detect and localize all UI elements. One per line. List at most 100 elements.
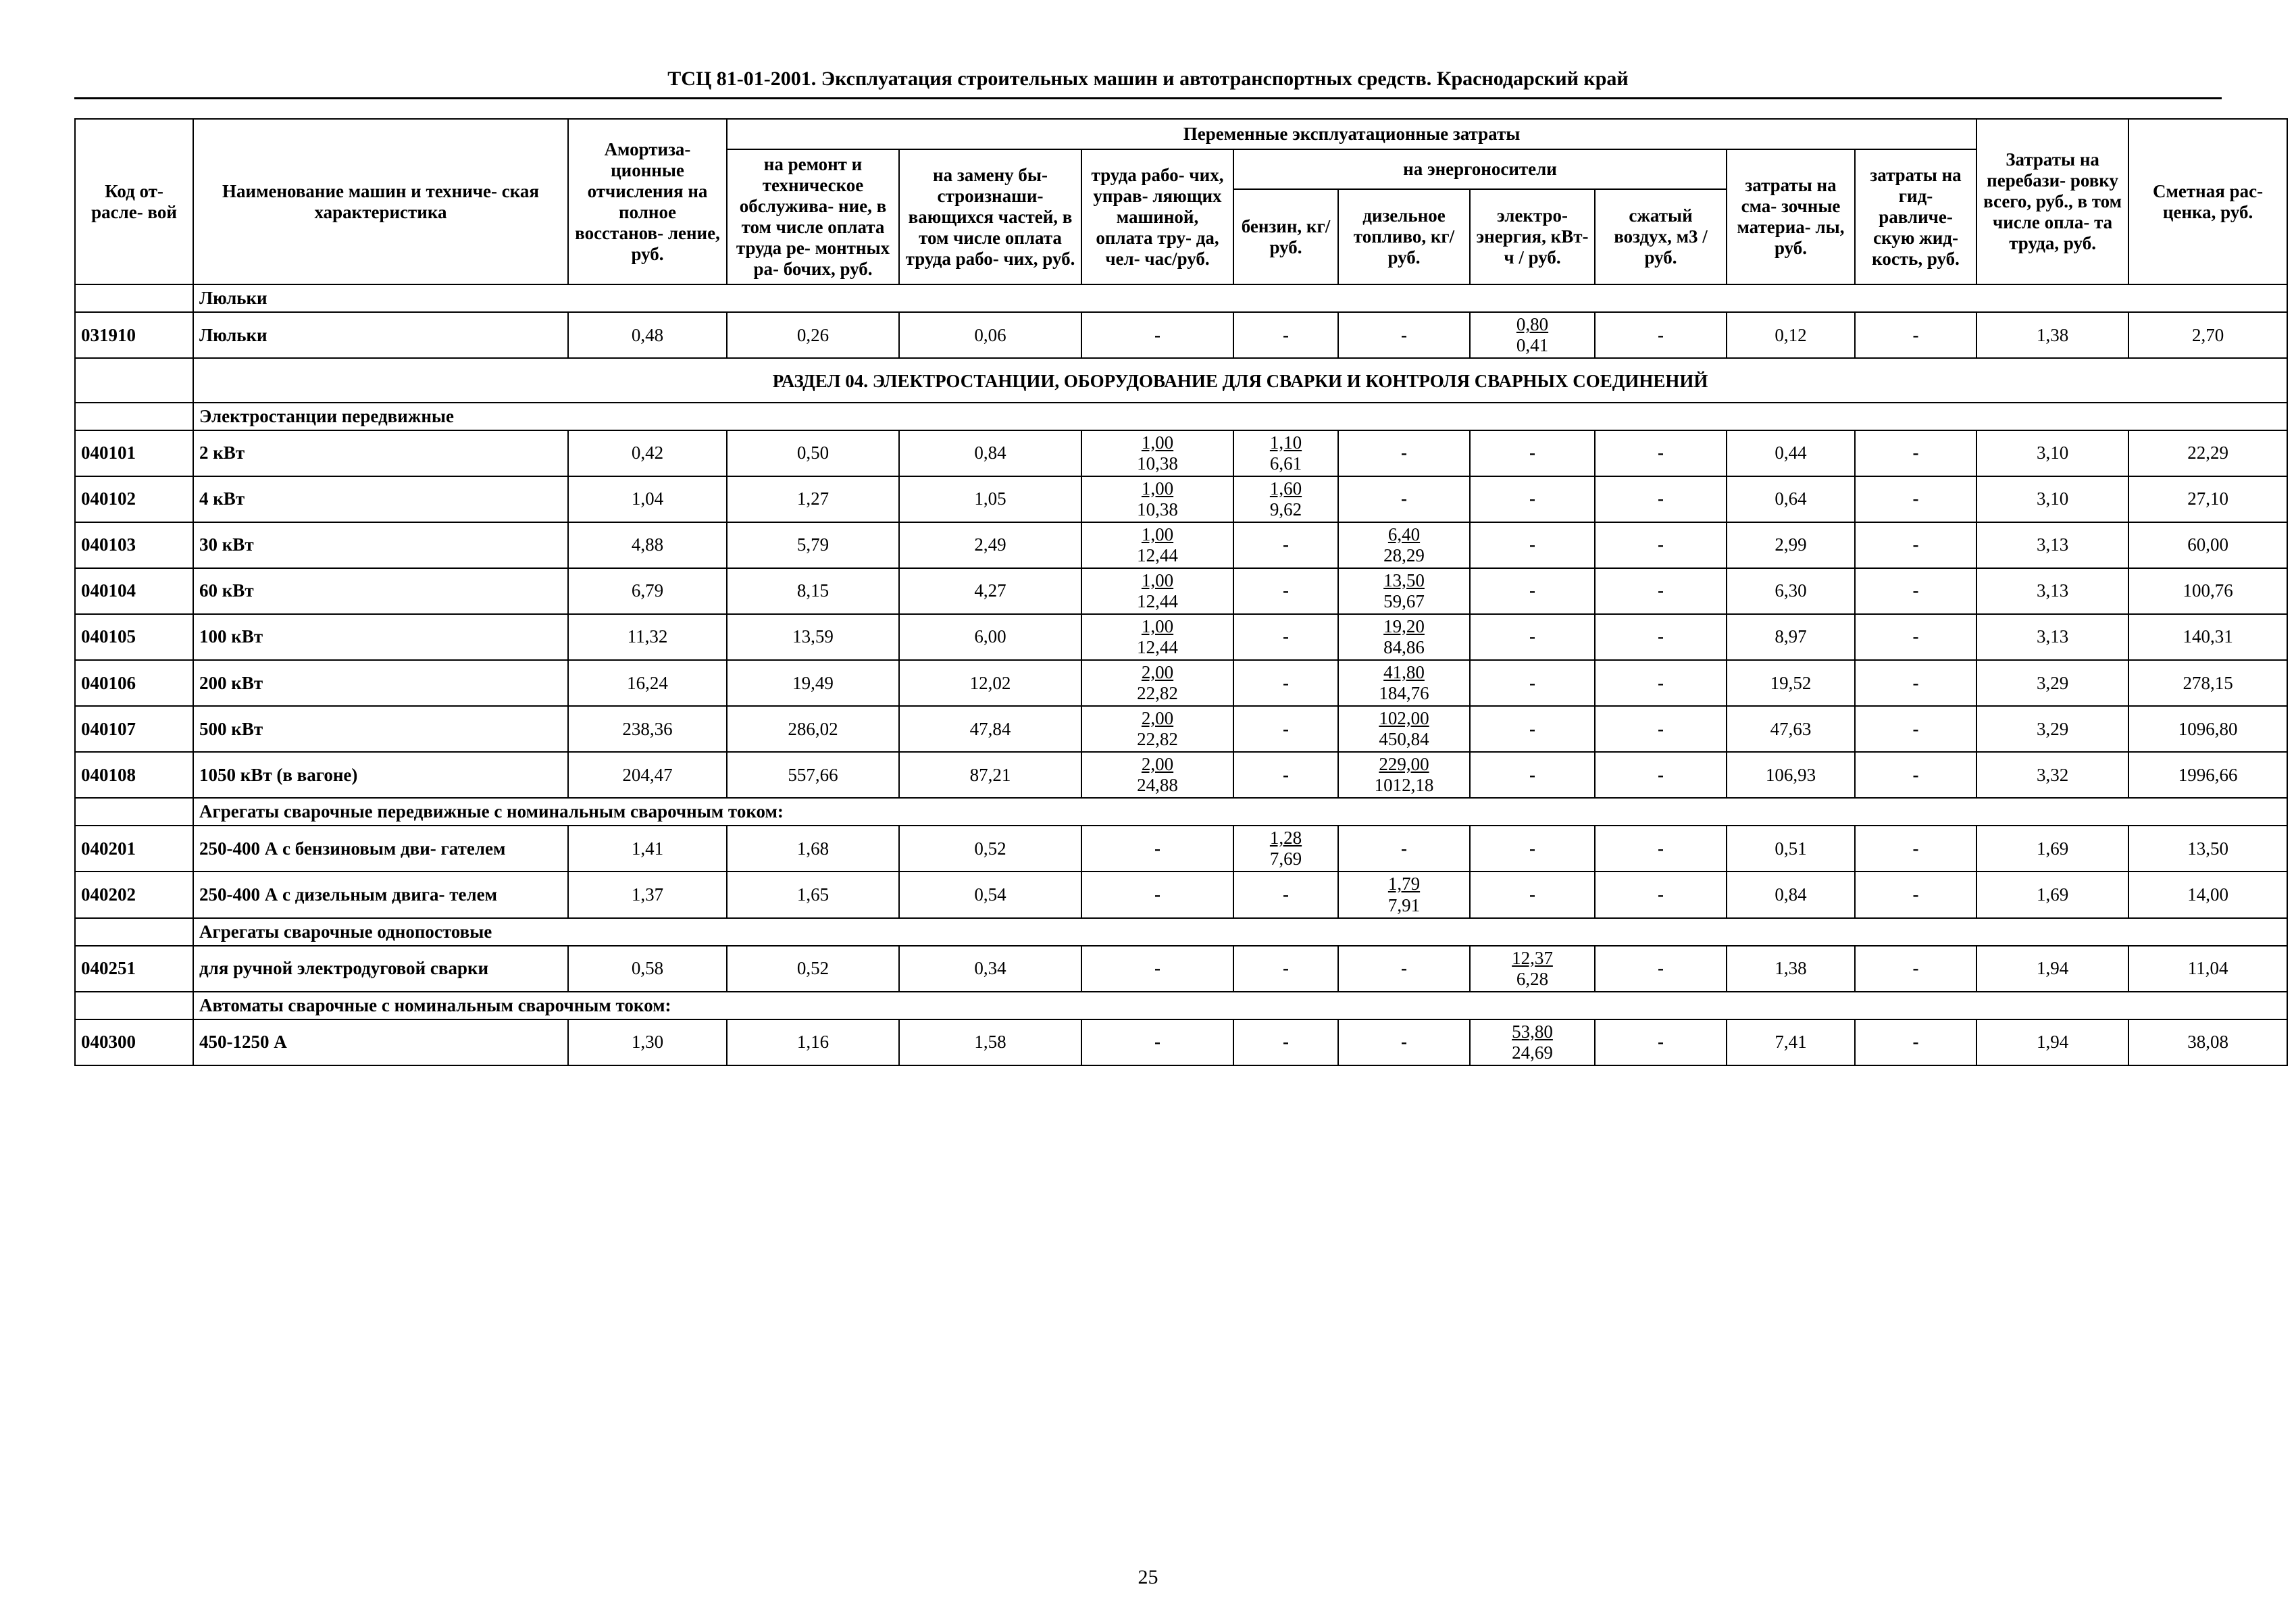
cell-diesel-top: 1,79 — [1343, 874, 1465, 894]
subhdr-weld-single-text: Агрегаты сварочные однопостовые — [193, 918, 2287, 946]
cell-parts: 1,58 — [899, 1019, 1081, 1065]
cell-rebase: 3,32 — [1976, 752, 2128, 798]
row-040201: 040201 250-400 А с бензиновым дви- гател… — [75, 826, 2287, 872]
cell-hyd: - — [1855, 706, 1976, 752]
cell-lube: 19,52 — [1727, 660, 1855, 706]
row-040101: 040101 2 кВт 0,42 0,50 0,84 1,00 10,38 1… — [75, 430, 2287, 476]
cell-rebase: 3,13 — [1976, 522, 2128, 568]
cell-code: 040300 — [75, 1019, 193, 1065]
cell-hyd: - — [1855, 660, 1976, 706]
cell-parts: 1,05 — [899, 476, 1081, 522]
cell-elec-top: 12,37 — [1475, 948, 1590, 969]
cell-lube: 0,51 — [1727, 826, 1855, 872]
subhdr-power-mobile-text: Электростанции передвижные — [193, 403, 2287, 430]
cell-amort: 1,04 — [568, 476, 727, 522]
cell-lube: 0,12 — [1727, 312, 1855, 358]
cell-repair: 8,15 — [727, 568, 899, 614]
hdr-amort: Амортиза- ционные отчисления на полное в… — [568, 119, 727, 284]
row-040251: 040251 для ручной электродуговой сварки … — [75, 946, 2287, 992]
cell-code: 040106 — [75, 660, 193, 706]
hdr-rebase: Затраты на перебази- ровку всего, руб., … — [1976, 119, 2128, 284]
hdr-code: Код от- расле- вой — [75, 119, 193, 284]
cell-labor: 1,00 10,38 — [1081, 430, 1233, 476]
cell-lube: 0,44 — [1727, 430, 1855, 476]
title-rule — [74, 97, 2222, 99]
cell-petrol: 1,60 9,62 — [1233, 476, 1338, 522]
cell-name: 60 кВт — [193, 568, 568, 614]
cell-diesel-top: 13,50 — [1343, 570, 1465, 591]
cell-hyd: - — [1855, 614, 1976, 660]
cell-petrol: - — [1233, 752, 1338, 798]
cell-labor-top: 1,00 — [1086, 616, 1229, 637]
cell-diesel-top: 6,40 — [1343, 524, 1465, 545]
cell-code: 040101 — [75, 430, 193, 476]
cell-air: - — [1595, 614, 1727, 660]
cell-rebase: 3,10 — [1976, 476, 2128, 522]
cell-hyd: - — [1855, 1019, 1976, 1065]
cell-lube: 47,63 — [1727, 706, 1855, 752]
cell-name: 100 кВт — [193, 614, 568, 660]
cell-name: 250-400 А с дизельным двига- телем — [193, 872, 568, 917]
cell-parts: 4,27 — [899, 568, 1081, 614]
cell-code: 040251 — [75, 946, 193, 992]
hdr-petrol: бензин, кг/руб. — [1233, 189, 1338, 284]
cell-diesel: - — [1338, 826, 1470, 872]
cell-diesel-bot: 84,86 — [1343, 637, 1465, 658]
cell-code: 040201 — [75, 826, 193, 872]
cell-parts: 0,54 — [899, 872, 1081, 917]
hdr-elec: электро- энергия, кВт-ч / руб. — [1470, 189, 1595, 284]
cell-labor-top: 1,00 — [1086, 524, 1229, 545]
cell-petrol-top: 1,60 — [1238, 478, 1333, 499]
cell-air: - — [1595, 706, 1727, 752]
cell-rate: 100,76 — [2128, 568, 2287, 614]
cell-rebase: 1,94 — [1976, 1019, 2128, 1065]
cell-petrol-top: 1,28 — [1238, 828, 1333, 849]
row-040103: 040103 30 кВт 4,88 5,79 2,49 1,00 12,44 … — [75, 522, 2287, 568]
cell-air: - — [1595, 522, 1727, 568]
cell-elec: - — [1470, 752, 1595, 798]
cell-labor: - — [1081, 312, 1233, 358]
cell-air: - — [1595, 312, 1727, 358]
hdr-energy-group: на энергоносители — [1233, 149, 1727, 189]
cell-amort: 0,48 — [568, 312, 727, 358]
row-040108: 040108 1050 кВт (в вагоне) 204,47 557,66… — [75, 752, 2287, 798]
cell-repair: 0,50 — [727, 430, 899, 476]
cell-labor-bot: 12,44 — [1086, 591, 1229, 612]
cell-parts: 2,49 — [899, 522, 1081, 568]
cell-name: 200 кВт — [193, 660, 568, 706]
cell-labor-bot: 10,38 — [1086, 499, 1229, 520]
cell-parts: 0,06 — [899, 312, 1081, 358]
cell-name: 30 кВт — [193, 522, 568, 568]
cell-elec: - — [1470, 872, 1595, 917]
cell-code: 040108 — [75, 752, 193, 798]
cell-elec-bot: 24,69 — [1475, 1042, 1590, 1063]
cell-diesel: - — [1338, 312, 1470, 358]
cell-rate: 38,08 — [2128, 1019, 2287, 1065]
cell-petrol: - — [1233, 946, 1338, 992]
cell-hyd: - — [1855, 946, 1976, 992]
cell-diesel: 19,20 84,86 — [1338, 614, 1470, 660]
cell-amort: 1,41 — [568, 826, 727, 872]
cell-petrol: - — [1233, 568, 1338, 614]
cell-code: 040105 — [75, 614, 193, 660]
section-04-text: РАЗДЕЛ 04. ЭЛЕКТРОСТАНЦИИ, ОБОРУДОВАНИЕ … — [193, 358, 2287, 402]
cell-air: - — [1595, 946, 1727, 992]
cell-rate: 60,00 — [2128, 522, 2287, 568]
cell-repair: 557,66 — [727, 752, 899, 798]
cell-diesel: 6,40 28,29 — [1338, 522, 1470, 568]
cell-amort: 6,79 — [568, 568, 727, 614]
cell-name: 250-400 А с бензиновым дви- гателем — [193, 826, 568, 872]
cell-name: 4 кВт — [193, 476, 568, 522]
cell-repair: 5,79 — [727, 522, 899, 568]
hdr-rate: Сметная рас- ценка, руб. — [2128, 119, 2287, 284]
cell-parts: 87,21 — [899, 752, 1081, 798]
cell-air: - — [1595, 660, 1727, 706]
subhdr-weld-auto-text: Автоматы сварочные с номинальным сварочн… — [193, 992, 2287, 1019]
cell-code: 040102 — [75, 476, 193, 522]
cell-air: - — [1595, 476, 1727, 522]
cell-hyd: - — [1855, 522, 1976, 568]
cell-elec-top: 53,80 — [1475, 1021, 1590, 1042]
cell-labor-bot: 12,44 — [1086, 545, 1229, 566]
cell-lube: 7,41 — [1727, 1019, 1855, 1065]
cell-labor: - — [1081, 1019, 1233, 1065]
